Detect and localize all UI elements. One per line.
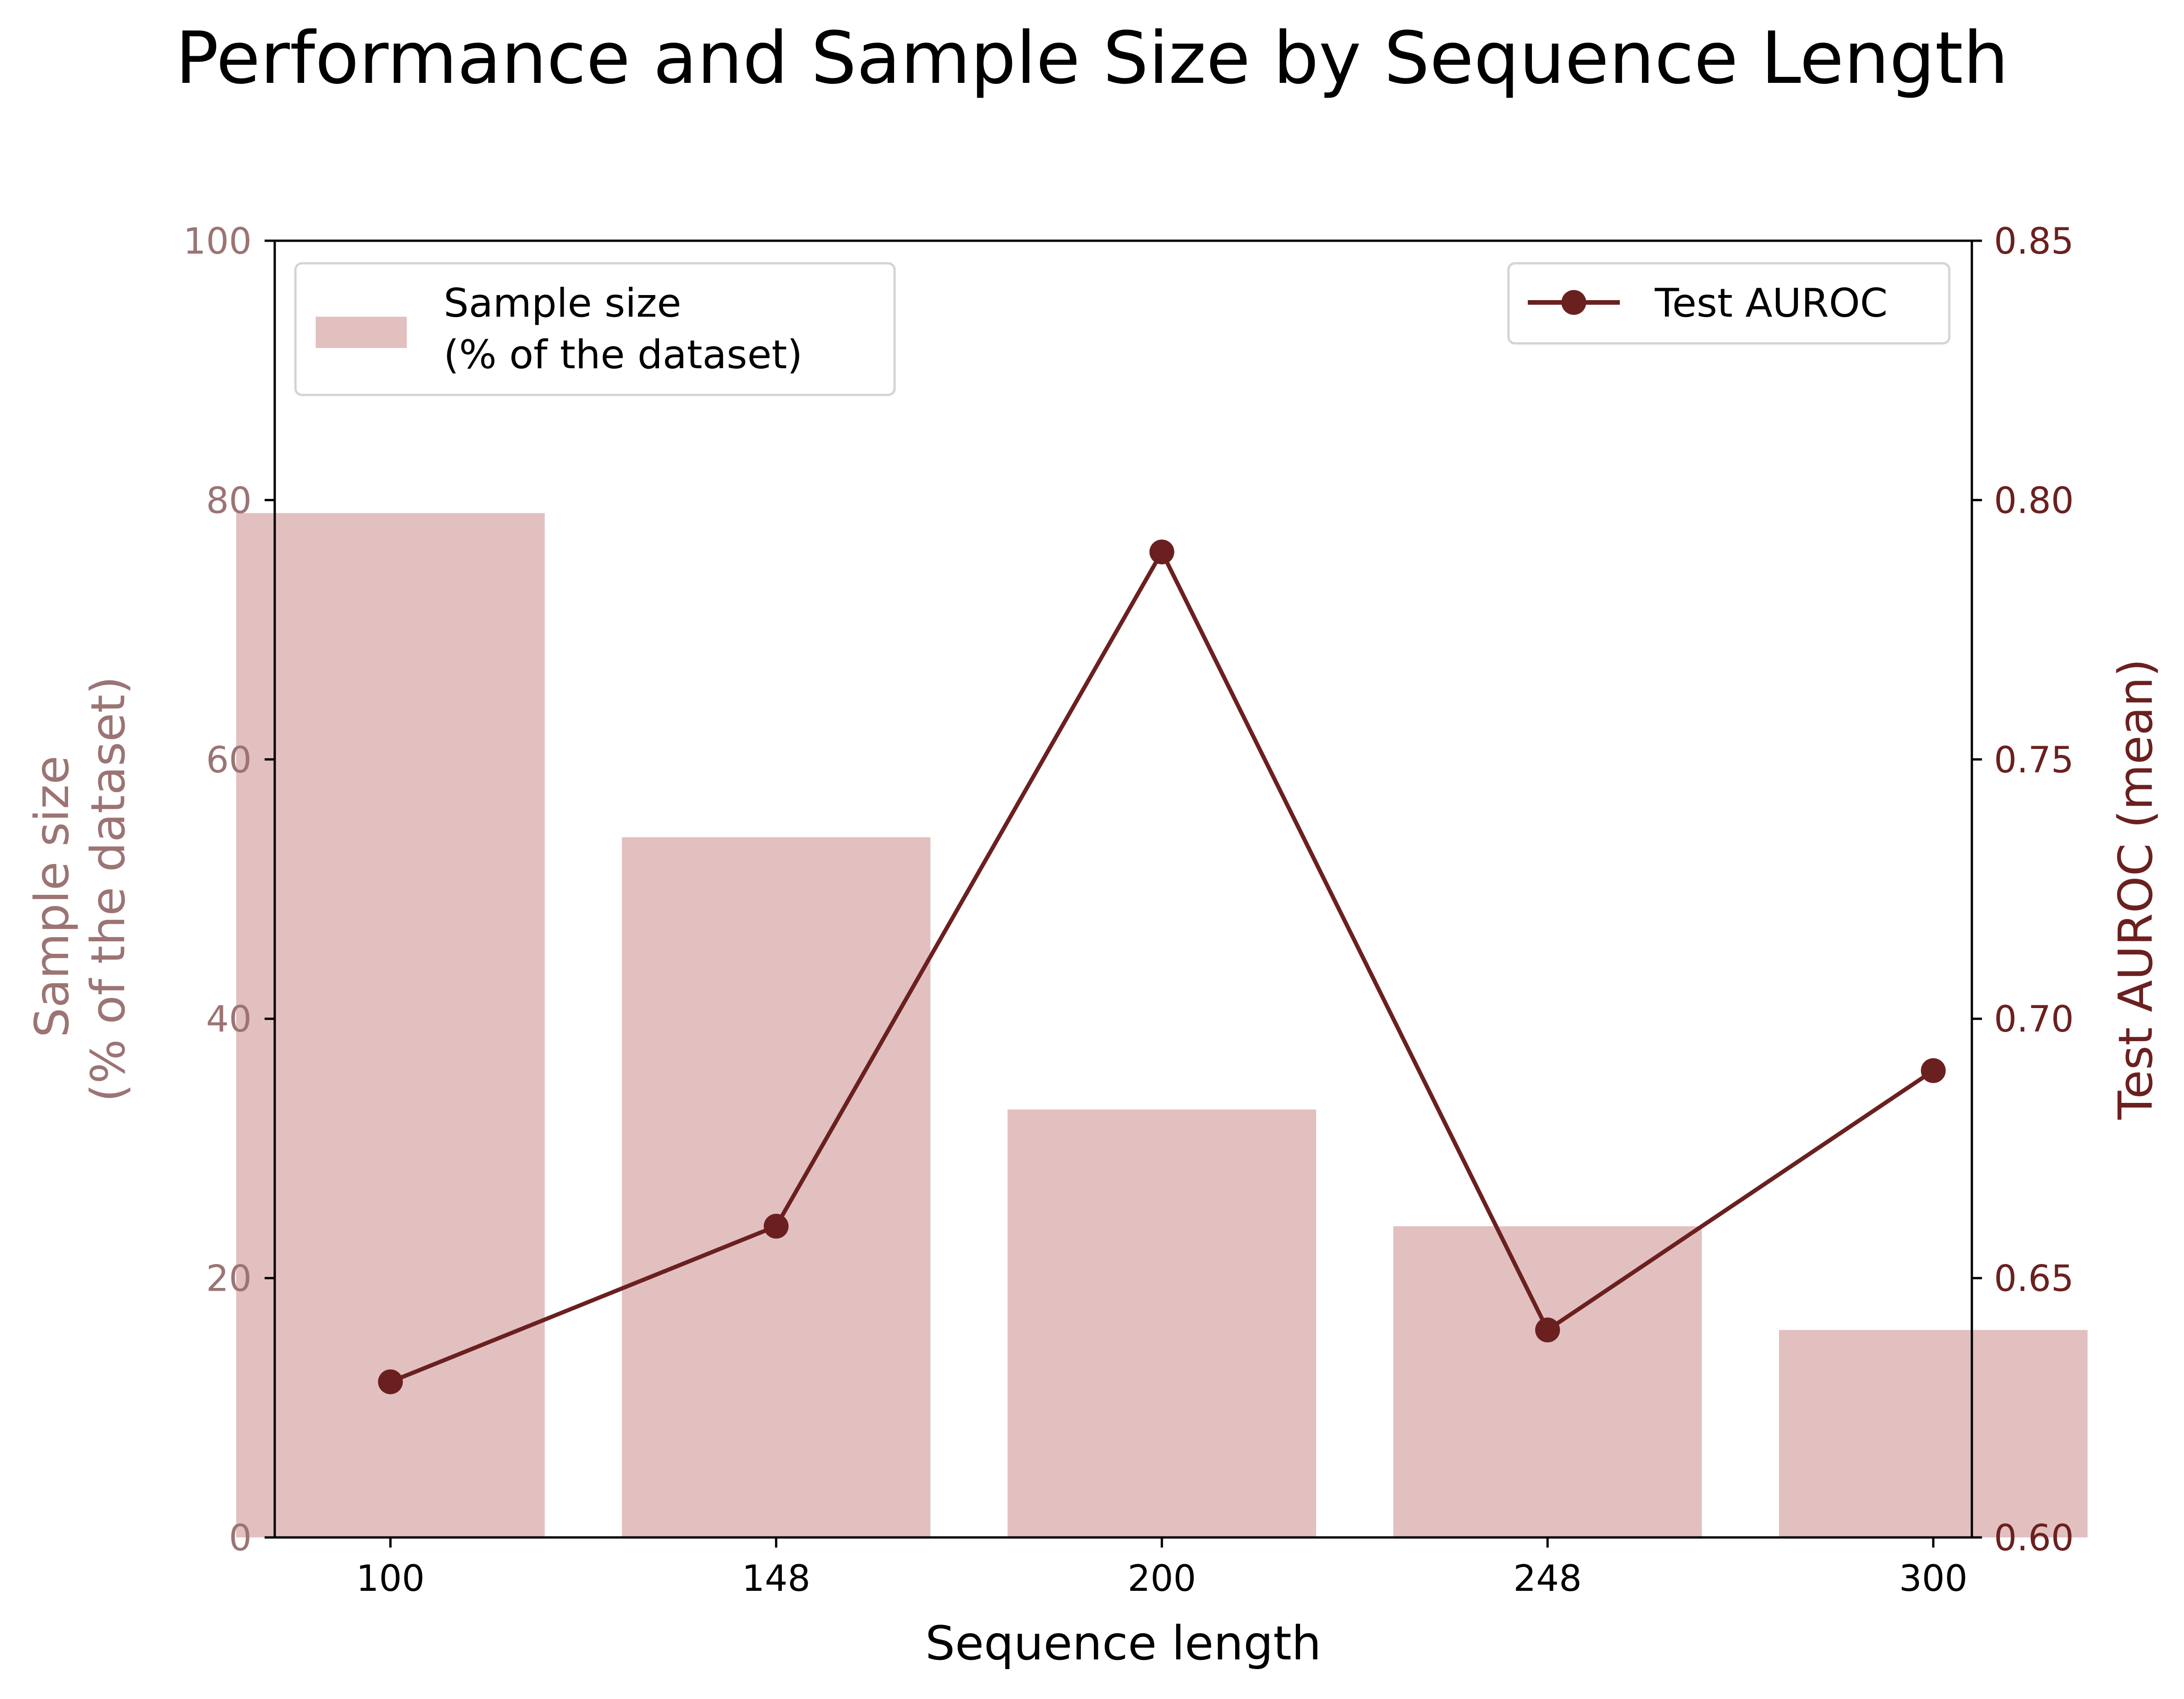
right-tick-label-0.60: 0.60 [1994, 1518, 2074, 1559]
legend-line-frame [1507, 262, 1951, 345]
x-axis-label: Sequence length [925, 1616, 1322, 1671]
x-tick-label-148: 148 [742, 1558, 810, 1600]
x-tick-label-300: 300 [1899, 1558, 1968, 1600]
legend-line-label: Test AUROC [1654, 280, 1888, 326]
bar-300 [1779, 1330, 2088, 1537]
auroc-point-248 [1535, 1317, 1560, 1343]
legend-bar-label-line-1: Sample size [444, 280, 682, 326]
right-axis-label: Test AUROC (mean) [2109, 659, 2163, 1120]
left-axis-label: Sample size (% of the dataset) [25, 676, 136, 1102]
left-tick-label-80: 80 [206, 480, 252, 522]
bar-series [236, 513, 2088, 1538]
right-tick-label-0.80: 0.80 [1994, 480, 2074, 522]
legend-line-marker [1561, 290, 1586, 315]
legend-bar-label: Sample size (% of the dataset) [444, 280, 803, 378]
legend-bar-swatch [316, 317, 407, 348]
right-tick-label-0.85: 0.85 [1994, 221, 2074, 262]
right-axis-ticks: 0.60 0.65 0.70 0.75 0.80 0.85 [1972, 221, 2074, 1559]
auroc-point-200 [1149, 539, 1174, 565]
bar-100 [236, 513, 545, 1538]
left-axis-label-line-2: (% of the dataset) [81, 676, 136, 1102]
auroc-point-300 [1921, 1058, 1946, 1083]
right-tick-label-0.65: 0.65 [1994, 1258, 2074, 1300]
bar-200 [1007, 1109, 1317, 1537]
x-tick-label-200: 200 [1127, 1558, 1196, 1600]
auroc-point-100 [378, 1369, 403, 1394]
bar-148 [622, 837, 930, 1537]
right-tick-label-0.75: 0.75 [1994, 740, 2074, 781]
chart-title: Performance and Sample Size by Sequence … [175, 16, 2009, 100]
auroc-point-148 [763, 1213, 789, 1239]
legend-bar: Sample size (% of the dataset) [294, 262, 896, 396]
x-tick-label-100: 100 [356, 1558, 425, 1600]
left-tick-label-0: 0 [229, 1518, 252, 1559]
x-axis-ticks: 100 148 200 248 300 [356, 1537, 1968, 1600]
x-tick-label-248: 248 [1514, 1558, 1582, 1600]
plot-frame [273, 239, 1973, 1539]
left-tick-label-40: 40 [206, 999, 252, 1040]
bar-248 [1393, 1226, 1702, 1537]
left-axis-ticks: 0 20 40 60 80 100 [183, 221, 275, 1559]
line-series [378, 539, 1946, 1394]
left-axis-label-line-1: Sample size [25, 755, 80, 1038]
left-tick-label-100: 100 [183, 221, 252, 262]
legend-bar-frame [294, 262, 896, 396]
left-tick-label-20: 20 [206, 1258, 252, 1300]
right-tick-label-0.70: 0.70 [1994, 999, 2074, 1040]
left-tick-label-60: 60 [206, 740, 252, 781]
legend-bar-label-line-2: (% of the dataset) [444, 332, 803, 378]
legend-line: Test AUROC [1507, 262, 1951, 345]
